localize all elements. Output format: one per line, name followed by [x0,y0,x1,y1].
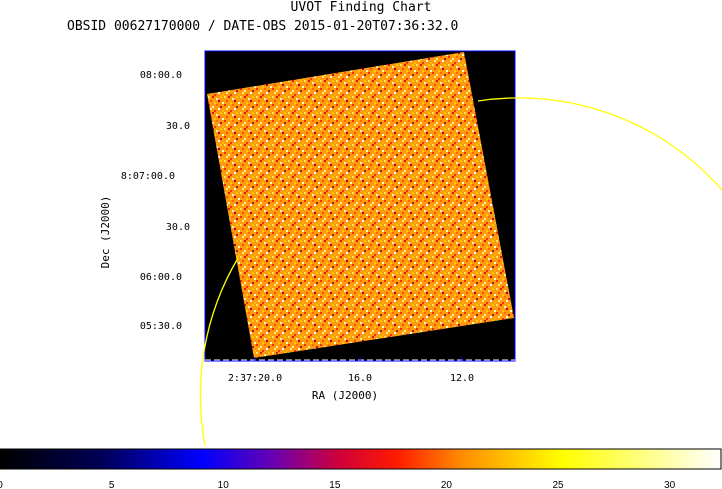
x-tick-label: 16.0 [348,373,372,384]
x-axis-label: RA (J2000) [312,389,378,402]
x-axis-ticks [254,357,463,361]
chart-title: UVOT Finding Chart [290,0,432,15]
y-tick-label: 08:00.0 [140,70,182,81]
y-tick-label: 30.0 [166,121,190,132]
colorbar-tick-label: 0 [0,480,3,489]
x-tick-label: 12.0 [450,373,474,384]
colorbar [0,448,722,470]
colorbar-tick-label: 15 [329,480,341,489]
colorbar-tick-label: 20 [441,480,453,489]
y-tick-label: 06:00.0 [140,272,182,283]
chart-subtitle: OBSID 00627170000 / DATE-OBS 2015-01-20T… [67,19,459,34]
overlay-circle [199,97,722,446]
colorbar-tick-label: 30 [664,480,676,489]
y-tick-label: 05:30.0 [140,321,182,332]
uvot-exposure-image [207,52,514,358]
colorbar-ticks: 0 5 10 15 20 25 30 [0,480,676,489]
colorbar-tick-label: 25 [552,480,564,489]
x-tick-label: 2:37:20.0 [228,373,282,384]
y-tick-label: 8:07:00.0 [121,171,175,182]
y-axis-label: Dec (J2000) [99,196,112,269]
colorbar-tick-label: 10 [218,480,230,489]
colorbar-tick-label: 5 [109,480,115,489]
y-tick-label: 30.0 [166,222,190,233]
